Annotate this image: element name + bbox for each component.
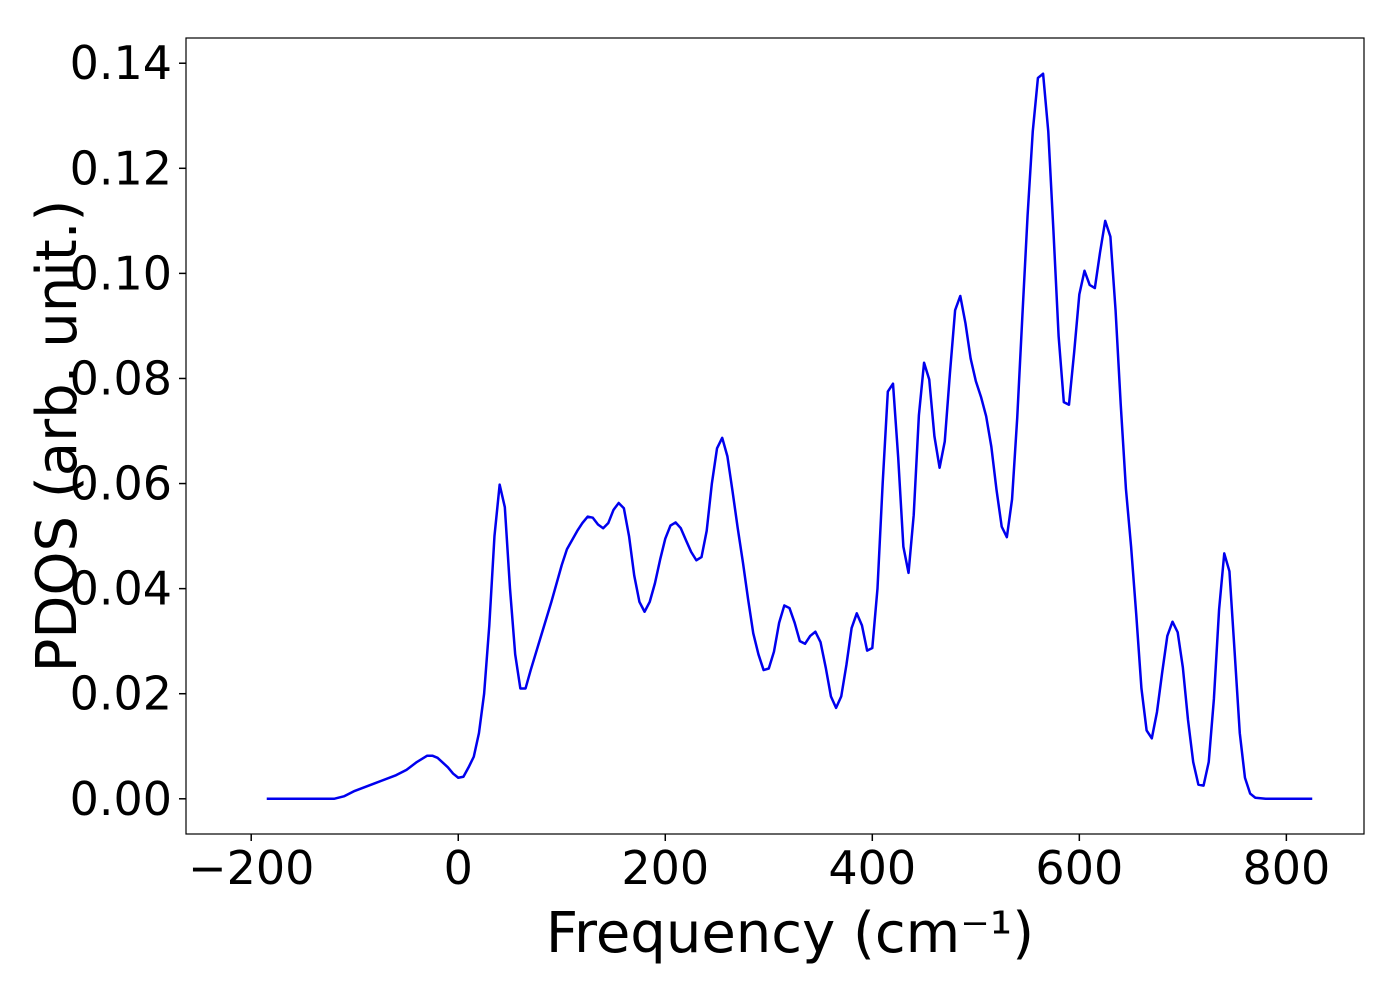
pdos-line xyxy=(266,72,1313,801)
y-tick-label: 0.02 xyxy=(70,667,172,721)
y-tick-label: 0.00 xyxy=(70,772,172,826)
x-axis-label: Frequency (cm⁻¹) xyxy=(546,901,1034,966)
x-tick-label: 0 xyxy=(444,841,473,895)
y-tick-label: 0.06 xyxy=(70,457,172,511)
y-axis-label: PDOS (arb. unit.) xyxy=(25,200,90,673)
x-tick-label: 800 xyxy=(1242,841,1330,895)
y-tick-label: 0.12 xyxy=(70,141,172,195)
plot-frame xyxy=(185,37,1365,835)
x-tick-label: 600 xyxy=(1035,841,1123,895)
y-tick-label: 0.08 xyxy=(70,351,172,405)
y-tick-label: 0.14 xyxy=(70,36,172,90)
x-tick-label: −200 xyxy=(188,841,314,895)
x-tick-label: 400 xyxy=(828,841,916,895)
x-tick-label: 200 xyxy=(621,841,709,895)
y-tick-label: 0.04 xyxy=(70,562,172,616)
y-tick-label: 0.10 xyxy=(70,246,172,300)
